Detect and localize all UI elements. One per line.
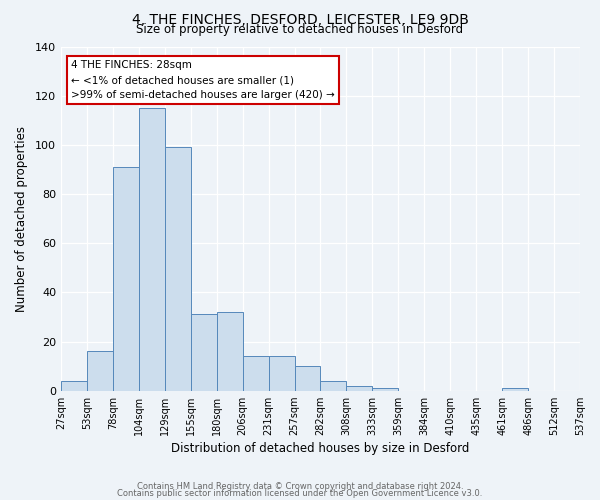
Bar — [242, 356, 269, 390]
Bar — [346, 386, 373, 390]
Bar — [87, 352, 113, 391]
Text: 4, THE FINCHES, DESFORD, LEICESTER, LE9 9DB: 4, THE FINCHES, DESFORD, LEICESTER, LE9 … — [131, 12, 469, 26]
Text: Contains public sector information licensed under the Open Government Licence v3: Contains public sector information licen… — [118, 489, 482, 498]
Bar — [373, 388, 398, 390]
Text: Contains HM Land Registry data © Crown copyright and database right 2024.: Contains HM Land Registry data © Crown c… — [137, 482, 463, 491]
Bar — [502, 388, 528, 390]
Text: 4 THE FINCHES: 28sqm
← <1% of detached houses are smaller (1)
>99% of semi-detac: 4 THE FINCHES: 28sqm ← <1% of detached h… — [71, 60, 335, 100]
Y-axis label: Number of detached properties: Number of detached properties — [15, 126, 28, 312]
Bar — [61, 381, 87, 390]
Bar — [191, 314, 217, 390]
X-axis label: Distribution of detached houses by size in Desford: Distribution of detached houses by size … — [171, 442, 470, 455]
Text: Size of property relative to detached houses in Desford: Size of property relative to detached ho… — [136, 22, 464, 36]
Bar — [139, 108, 165, 391]
Bar — [165, 148, 191, 390]
Bar — [320, 381, 346, 390]
Bar — [217, 312, 242, 390]
Bar — [113, 167, 139, 390]
Bar — [295, 366, 320, 390]
Bar — [269, 356, 295, 390]
